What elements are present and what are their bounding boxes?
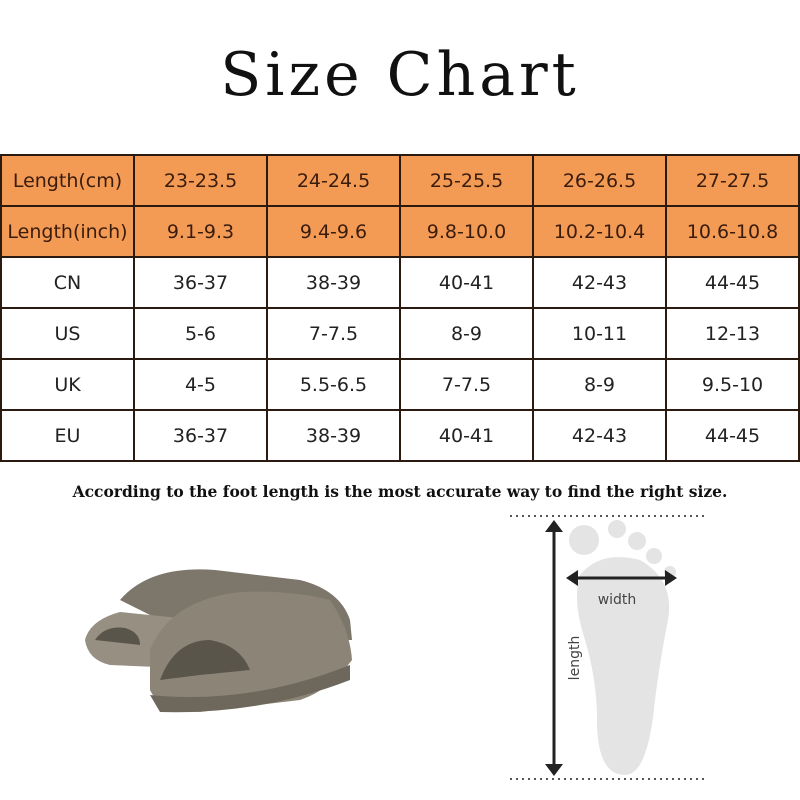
table-cell: 42-43 (532, 256, 667, 309)
table-cell: 25-25.5 (399, 154, 534, 207)
table-cell: 27-27.5 (665, 154, 800, 207)
table-cell: 23-23.5 (133, 154, 268, 207)
table-cell: 10-11 (532, 307, 667, 360)
table-cell: 36-37 (133, 256, 268, 309)
table-cell: 24-24.5 (266, 154, 401, 207)
table-cell: 12-13 (665, 307, 800, 360)
slipper-image (85, 569, 352, 713)
width-label: width (598, 592, 637, 608)
table-cell: 7-7.5 (266, 307, 401, 360)
table-cell: 38-39 (266, 256, 401, 309)
table-cell: 40-41 (399, 409, 534, 462)
table-cell: 10.6-10.8 (665, 205, 800, 258)
table-row: UK 4-5 5.5-6.5 7-7.5 8-9 9.5-10 (0, 358, 800, 411)
row-label: US (0, 307, 135, 360)
table-cell: 5.5-6.5 (266, 358, 401, 411)
table-cell: 44-45 (665, 409, 800, 462)
table-cell: 5-6 (133, 307, 268, 360)
length-label: length (567, 636, 583, 681)
table-cell: 42-43 (532, 409, 667, 462)
table-cell: 26-26.5 (532, 154, 667, 207)
size-table: Length(cm) 23-23.5 24-24.5 25-25.5 26-26.5 27… (0, 154, 800, 462)
table-row: CN 36-37 38-39 40-41 42-43 44-45 (0, 256, 800, 309)
table-cell: 4-5 (133, 358, 268, 411)
row-label: CN (0, 256, 135, 309)
foot-diagram: width length (510, 515, 705, 780)
table-cell: 38-39 (266, 409, 401, 462)
table-cell: 36-37 (133, 409, 268, 462)
table-row: Length(cm) 23-23.5 24-24.5 25-25.5 26-26.5 27… (0, 154, 800, 207)
table-cell: 9.1-9.3 (133, 205, 268, 258)
table-cell: 7-7.5 (399, 358, 534, 411)
measure-note: According to the foot length is the most… (72, 482, 728, 501)
table-cell: 8-9 (399, 307, 534, 360)
table-row: Length(inch) 9.1-9.3 9.4-9.6 9.8-10.0 10.2-1… (0, 205, 800, 258)
table-cell: 10.2-10.4 (532, 205, 667, 258)
row-label: Length(cm) (0, 154, 135, 207)
table-cell: 44-45 (665, 256, 800, 309)
table-cell: 8-9 (532, 358, 667, 411)
row-label: EU (0, 409, 135, 462)
row-label: UK (0, 358, 135, 411)
table-cell: 9.5-10 (665, 358, 800, 411)
table-row: US 5-6 7-7.5 8-9 10-11 12-13 (0, 307, 800, 360)
table-cell: 9.4-9.6 (266, 205, 401, 258)
table-row: EU 36-37 38-39 40-41 42-43 44-45 (0, 409, 800, 462)
table-cell: 40-41 (399, 256, 534, 309)
row-label: Length(inch) (0, 205, 135, 258)
table-cell: 9.8-10.0 (399, 205, 534, 258)
page-title: Size Chart (220, 40, 580, 110)
